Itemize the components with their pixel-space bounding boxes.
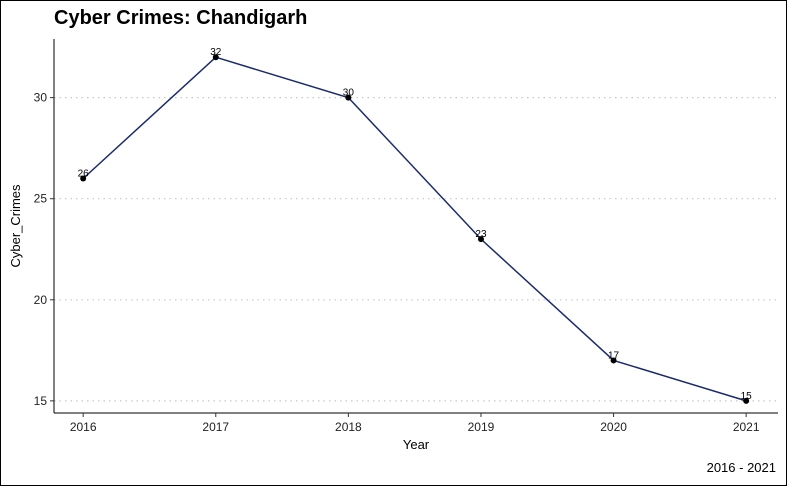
- chart-caption: 2016 - 2021: [706, 460, 776, 475]
- x-tick-label: 2020: [600, 420, 627, 434]
- data-label: 32: [210, 47, 222, 58]
- x-tick-label: 2017: [202, 420, 229, 434]
- x-tick-label: 2019: [468, 420, 495, 434]
- y-tick-label: 20: [34, 293, 48, 307]
- data-point: [212, 54, 219, 61]
- series-line: [82, 56, 747, 402]
- data-point: [345, 94, 352, 101]
- chart-title: Cyber Crimes: Chandigarh: [54, 7, 308, 29]
- y-axis-title: Cyber_Crimes: [8, 184, 23, 268]
- y-tick-label: 30: [34, 91, 48, 105]
- data-point: [477, 236, 484, 243]
- x-axis-title: Year: [403, 437, 430, 452]
- data-label: 15: [741, 391, 753, 402]
- data-point: [743, 397, 750, 404]
- x-tick-label: 2018: [335, 420, 362, 434]
- y-tick-label: 15: [34, 394, 48, 408]
- data-label: 23: [475, 229, 487, 240]
- data-label: 30: [343, 88, 355, 99]
- y-tick-label: 25: [34, 192, 48, 206]
- x-tick-label: 2016: [70, 420, 97, 434]
- data-label: 17: [608, 350, 620, 361]
- data-point: [80, 175, 87, 182]
- data-label: 26: [78, 168, 90, 179]
- x-tick-label: 2021: [733, 420, 760, 434]
- data-point: [610, 357, 617, 364]
